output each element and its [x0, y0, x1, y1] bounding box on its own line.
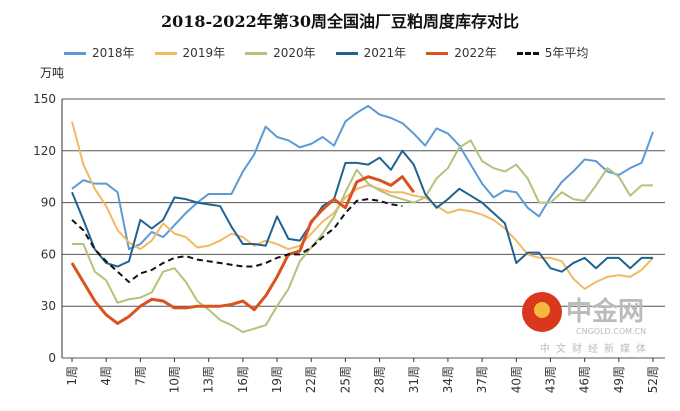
x-tick-label: 34周	[441, 366, 455, 393]
y-tick-label: 30	[41, 299, 56, 313]
y-tick-label: 60	[41, 247, 56, 261]
x-tick-label: 37周	[475, 366, 489, 393]
legend-item: 2019年	[154, 46, 226, 60]
legend: 2018年 2019年 2020年 2021年 2022年 5年平均	[64, 46, 588, 60]
series-line-2018年	[71, 104, 654, 251]
y-tick-label: 0	[48, 351, 56, 365]
x-tick-label: 4周	[99, 366, 113, 386]
y-tick-label: 150	[33, 92, 56, 106]
legend-swatch	[64, 51, 86, 55]
legend-item: 2020年	[245, 46, 316, 60]
x-tick-label: 40周	[509, 366, 523, 393]
legend-item: 2022年	[426, 46, 497, 60]
chart-title: 2018-2022年第30周全国油厂豆粕周度库存对比	[161, 12, 519, 31]
legend-swatch	[154, 51, 177, 55]
x-tick-label: 7周	[133, 366, 147, 386]
x-tick-label: 19周	[270, 366, 284, 393]
svg-text:中金网: 中金网	[566, 296, 644, 327]
series-line-2021年	[71, 149, 653, 273]
legend-label: 2021年	[363, 46, 407, 60]
legend-item: 2018年	[64, 46, 135, 60]
x-tick-label: 28周	[373, 366, 387, 393]
series-line-5年平均	[71, 198, 403, 284]
legend-swatch	[335, 51, 358, 55]
legend-swatch	[516, 51, 539, 55]
x-tick-label: 22周	[304, 366, 318, 393]
svg-text:中文财经新媒体: 中文财经新媒体	[540, 342, 652, 355]
legend-item: 2021年	[335, 46, 407, 60]
x-tick-label: 49周	[612, 366, 626, 393]
legend-label: 2020年	[273, 46, 316, 60]
svg-text:CNGOLD.COM.CN: CNGOLD.COM.CN	[576, 327, 646, 336]
legend-label: 2019年	[182, 46, 226, 60]
legend-label: 2018年	[92, 46, 135, 60]
series-line-2020年	[72, 139, 653, 334]
x-tick-label: 43周	[543, 366, 557, 393]
x-tick-label: 10周	[168, 366, 182, 393]
y-tick-label: 120	[33, 144, 56, 158]
legend-swatch	[245, 51, 268, 55]
legend-item: 5年平均	[516, 46, 589, 60]
series-line-2019年	[71, 121, 654, 290]
legend-label: 2022年	[454, 46, 497, 60]
x-tick-label: 31周	[407, 366, 421, 393]
y-tick-label: 90	[41, 196, 56, 210]
x-tick-label: 16周	[236, 366, 250, 393]
x-tick-label: 52周	[646, 366, 660, 393]
legend-label: 5年平均	[544, 46, 589, 60]
legend-swatch	[426, 51, 449, 55]
x-tick-label: 25周	[338, 366, 352, 393]
x-tick-label: 46周	[578, 366, 592, 393]
x-tick-label: 1周	[65, 366, 79, 386]
watermark-logo: 中金网 CNGOLD.COM.CN 中文财经新媒体	[520, 288, 670, 362]
x-tick-label: 13周	[202, 366, 216, 393]
y-axis-unit: 万吨	[40, 66, 65, 80]
